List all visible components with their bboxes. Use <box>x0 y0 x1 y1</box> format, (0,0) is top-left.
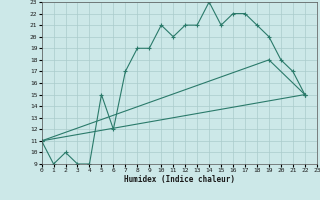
X-axis label: Humidex (Indice chaleur): Humidex (Indice chaleur) <box>124 175 235 184</box>
